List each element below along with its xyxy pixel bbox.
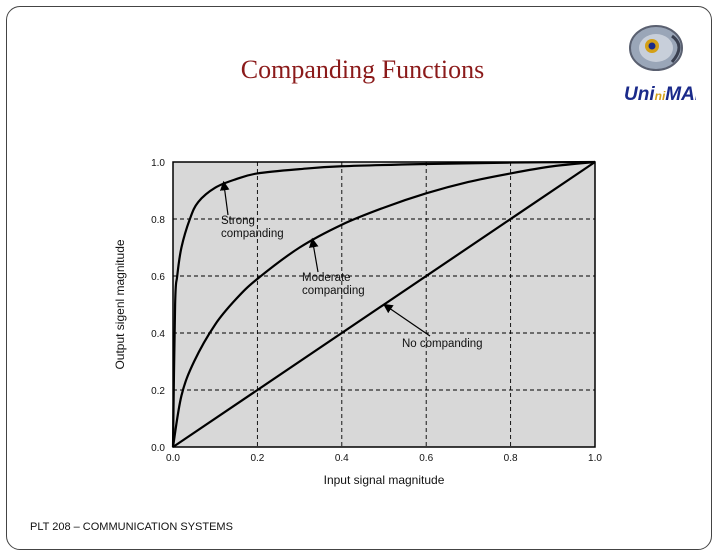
annotation-label: companding [302,285,365,297]
x-tick-label: 0.8 [504,453,518,464]
x-axis-label: Input signal magnitude [324,473,445,487]
y-tick-label: 0.6 [151,272,165,283]
annotation-arrow [383,303,431,337]
y-tick-label: 0.2 [151,386,165,397]
annotation-label: Moderate [302,272,351,284]
y-tick-label: 0.8 [151,215,165,226]
annotation-label: Strong [221,215,255,227]
tick-labels: 0.0 0.2 0.4 0.6 0.8 1.0 0.0 0.2 0.4 0.6 0.8 1.0 [151,158,602,464]
y-axis-label: Output sigenl magnitude [113,239,127,369]
y-tick-label: 0.4 [151,329,165,340]
annotation-label: companding [221,228,284,240]
y-tick-label: 0.0 [151,443,165,454]
annotation-label: No companding [402,338,483,350]
x-tick-label: 0.4 [335,453,349,464]
x-tick-label: 0.0 [166,453,180,464]
series-line-1 [171,160,596,448]
grid [173,162,595,447]
annotation-arrow [219,180,230,216]
slide-title: Companding Functions [240,55,485,84]
y-tick-label: 1.0 [151,158,165,169]
x-tick-label: 1.0 [588,453,602,464]
unimap-logo: UniniMAP [624,25,696,105]
x-tick-label: 0.6 [419,453,433,464]
x-tick-label: 0.2 [250,453,264,464]
slide-footer: PLT 208 – COMMUNICATION SYSTEMS [30,521,233,533]
annotation-arrow [308,237,319,273]
logo-text: UniniMAP [624,84,696,105]
